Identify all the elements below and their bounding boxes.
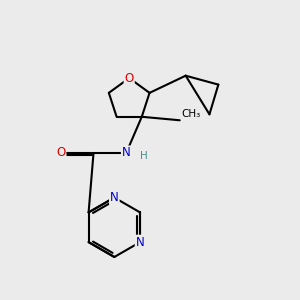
- Text: N: N: [110, 191, 119, 204]
- Text: N: N: [136, 236, 144, 249]
- Text: CH₃: CH₃: [181, 109, 200, 119]
- Text: O: O: [56, 146, 65, 160]
- Text: O: O: [124, 72, 134, 85]
- Text: N: N: [122, 146, 130, 160]
- Text: H: H: [140, 151, 148, 161]
